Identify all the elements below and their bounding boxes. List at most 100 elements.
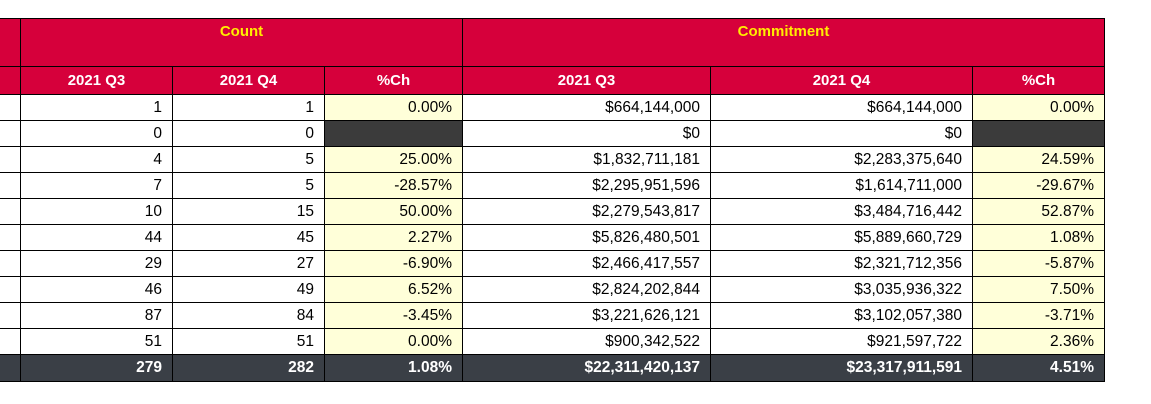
- cell-count-q4: 5: [172, 172, 325, 199]
- cell-count-q3: 46: [20, 276, 173, 303]
- cell-commit-pch: [972, 120, 1105, 147]
- cell-commit-pch: 2.36%: [972, 328, 1105, 355]
- cell-count-q4: 15: [172, 198, 325, 225]
- cell-count-pch: -3.45%: [324, 302, 463, 329]
- cell-count-q4: 0: [172, 120, 325, 147]
- cell-count-q3: 44: [20, 224, 173, 251]
- count-group-header: Count: [20, 18, 463, 67]
- cell-count-q4: 49: [172, 276, 325, 303]
- table-row: 29 27 -6.90% $2,466,417,557 $2,321,712,356 -5…: [0, 250, 1105, 277]
- cell-commit-q4: $0: [710, 120, 973, 147]
- cell-commit-q4: $664,144,000: [710, 94, 973, 121]
- group-header-row: Count Commitment: [0, 18, 1105, 67]
- cell-count-q3: 87: [20, 302, 173, 329]
- table-row: 46 49 6.52% $2,824,202,844 $3,035,936,322 7.5…: [0, 276, 1105, 303]
- cell-commit-q3: $664,144,000: [462, 94, 711, 121]
- total-count-q4: 282: [172, 354, 325, 382]
- cell-commit-pch: 52.87%: [972, 198, 1105, 225]
- cell-count-q4: 51: [172, 328, 325, 355]
- cell-commit-q4: $3,484,716,442: [710, 198, 973, 225]
- col-header-count-pch: %Ch: [324, 66, 463, 95]
- row-label-cell: [0, 198, 21, 225]
- table-body: 1 1 0.00% $664,144,000 $664,144,000 0.00% 0 0 $0…: [0, 94, 1105, 355]
- cell-count-q3: 1: [20, 94, 173, 121]
- cell-commit-pch: 1.08%: [972, 224, 1105, 251]
- cell-count-q4: 45: [172, 224, 325, 251]
- table-row: 0 0 $0 $0: [0, 120, 1105, 147]
- cell-count-pch: 6.52%: [324, 276, 463, 303]
- total-count-pch: 1.08%: [324, 354, 463, 382]
- cell-commit-pch: -5.87%: [972, 250, 1105, 277]
- cell-count-q3: 7: [20, 172, 173, 199]
- cell-commit-q3: $2,824,202,844: [462, 276, 711, 303]
- cell-commit-q3: $2,279,543,817: [462, 198, 711, 225]
- col-header-commit-pch: %Ch: [972, 66, 1105, 95]
- total-commit-q3: $22,311,420,137: [462, 354, 711, 382]
- cell-commit-q3: $900,342,522: [462, 328, 711, 355]
- cell-commit-pch: 7.50%: [972, 276, 1105, 303]
- table-row: 7 5 -28.57% $2,295,951,596 $1,614,711,000 -29…: [0, 172, 1105, 199]
- cell-commit-q3: $3,221,626,121: [462, 302, 711, 329]
- cell-count-pch: 25.00%: [324, 146, 463, 173]
- row-label-cell: [0, 328, 21, 355]
- cell-commit-q4: $3,035,936,322: [710, 276, 973, 303]
- cell-commit-q4: $2,283,375,640: [710, 146, 973, 173]
- row-label-cell: [0, 302, 21, 329]
- cell-commit-q3: $2,466,417,557: [462, 250, 711, 277]
- cell-commit-q4: $2,321,712,356: [710, 250, 973, 277]
- cell-count-q3: 10: [20, 198, 173, 225]
- cell-count-q3: 51: [20, 328, 173, 355]
- table-row: 4 5 25.00% $1,832,711,181 $2,283,375,640 24.5…: [0, 146, 1105, 173]
- cell-commit-q3: $2,295,951,596: [462, 172, 711, 199]
- cell-commit-q4: $921,597,722: [710, 328, 973, 355]
- cell-count-pch: 0.00%: [324, 94, 463, 121]
- cell-commit-q3: $1,832,711,181: [462, 146, 711, 173]
- total-count-q3: 279: [20, 354, 173, 382]
- cell-commit-q3: $0: [462, 120, 711, 147]
- total-commit-pch: 4.51%: [972, 354, 1105, 382]
- row-label-cell: [0, 276, 21, 303]
- row-label-cell: [0, 250, 21, 277]
- cell-commit-q4: $3,102,057,380: [710, 302, 973, 329]
- cell-count-q4: 1: [172, 94, 325, 121]
- cell-count-pch: -6.90%: [324, 250, 463, 277]
- row-label-band: [0, 18, 21, 67]
- cell-count-q4: 27: [172, 250, 325, 277]
- table-row: 44 45 2.27% $5,826,480,501 $5,889,660,729 1.0…: [0, 224, 1105, 251]
- cell-commit-pch: 0.00%: [972, 94, 1105, 121]
- col-header-count-q3: 2021 Q3: [20, 66, 173, 95]
- total-row: 279 282 1.08% $22,311,420,137 $23,317,91…: [0, 354, 1105, 382]
- total-label-cell: [0, 354, 21, 382]
- cell-count-pch: 2.27%: [324, 224, 463, 251]
- table-row: 87 84 -3.45% $3,221,626,121 $3,102,057,380 -3…: [0, 302, 1105, 329]
- cell-commit-pch: 24.59%: [972, 146, 1105, 173]
- cell-count-q3: 29: [20, 250, 173, 277]
- cell-count-q3: 4: [20, 146, 173, 173]
- cell-count-pch: 0.00%: [324, 328, 463, 355]
- row-label-cell: [0, 224, 21, 251]
- total-commit-q4: $23,317,911,591: [710, 354, 973, 382]
- row-label-cell: [0, 120, 21, 147]
- data-table: Count Commitment 2021 Q3 2021 Q4 %Ch 202…: [0, 18, 1105, 382]
- cell-count-q3: 0: [20, 120, 173, 147]
- cell-commit-q3: $5,826,480,501: [462, 224, 711, 251]
- row-label-cell: [0, 146, 21, 173]
- cell-count-q4: 84: [172, 302, 325, 329]
- col-header-commit-q3: 2021 Q3: [462, 66, 711, 95]
- cell-commit-q4: $1,614,711,000: [710, 172, 973, 199]
- table-row: 10 15 50.00% $2,279,543,817 $3,484,716,442 52…: [0, 198, 1105, 225]
- cell-commit-q4: $5,889,660,729: [710, 224, 973, 251]
- table-row: 51 51 0.00% $900,342,522 $921,597,722 2.36%: [0, 328, 1105, 355]
- table-row: 1 1 0.00% $664,144,000 $664,144,000 0.00%: [0, 94, 1105, 121]
- row-label-cell: [0, 94, 21, 121]
- column-header-row: 2021 Q3 2021 Q4 %Ch 2021 Q3 2021 Q4 %Ch: [0, 66, 1105, 95]
- cell-count-pch: -28.57%: [324, 172, 463, 199]
- cell-count-q4: 5: [172, 146, 325, 173]
- row-label-header: [0, 66, 21, 95]
- cell-count-pch: [324, 120, 463, 147]
- commitment-group-header: Commitment: [462, 18, 1105, 67]
- col-header-count-q4: 2021 Q4: [172, 66, 325, 95]
- row-label-cell: [0, 172, 21, 199]
- cell-commit-pch: -3.71%: [972, 302, 1105, 329]
- col-header-commit-q4: 2021 Q4: [710, 66, 973, 95]
